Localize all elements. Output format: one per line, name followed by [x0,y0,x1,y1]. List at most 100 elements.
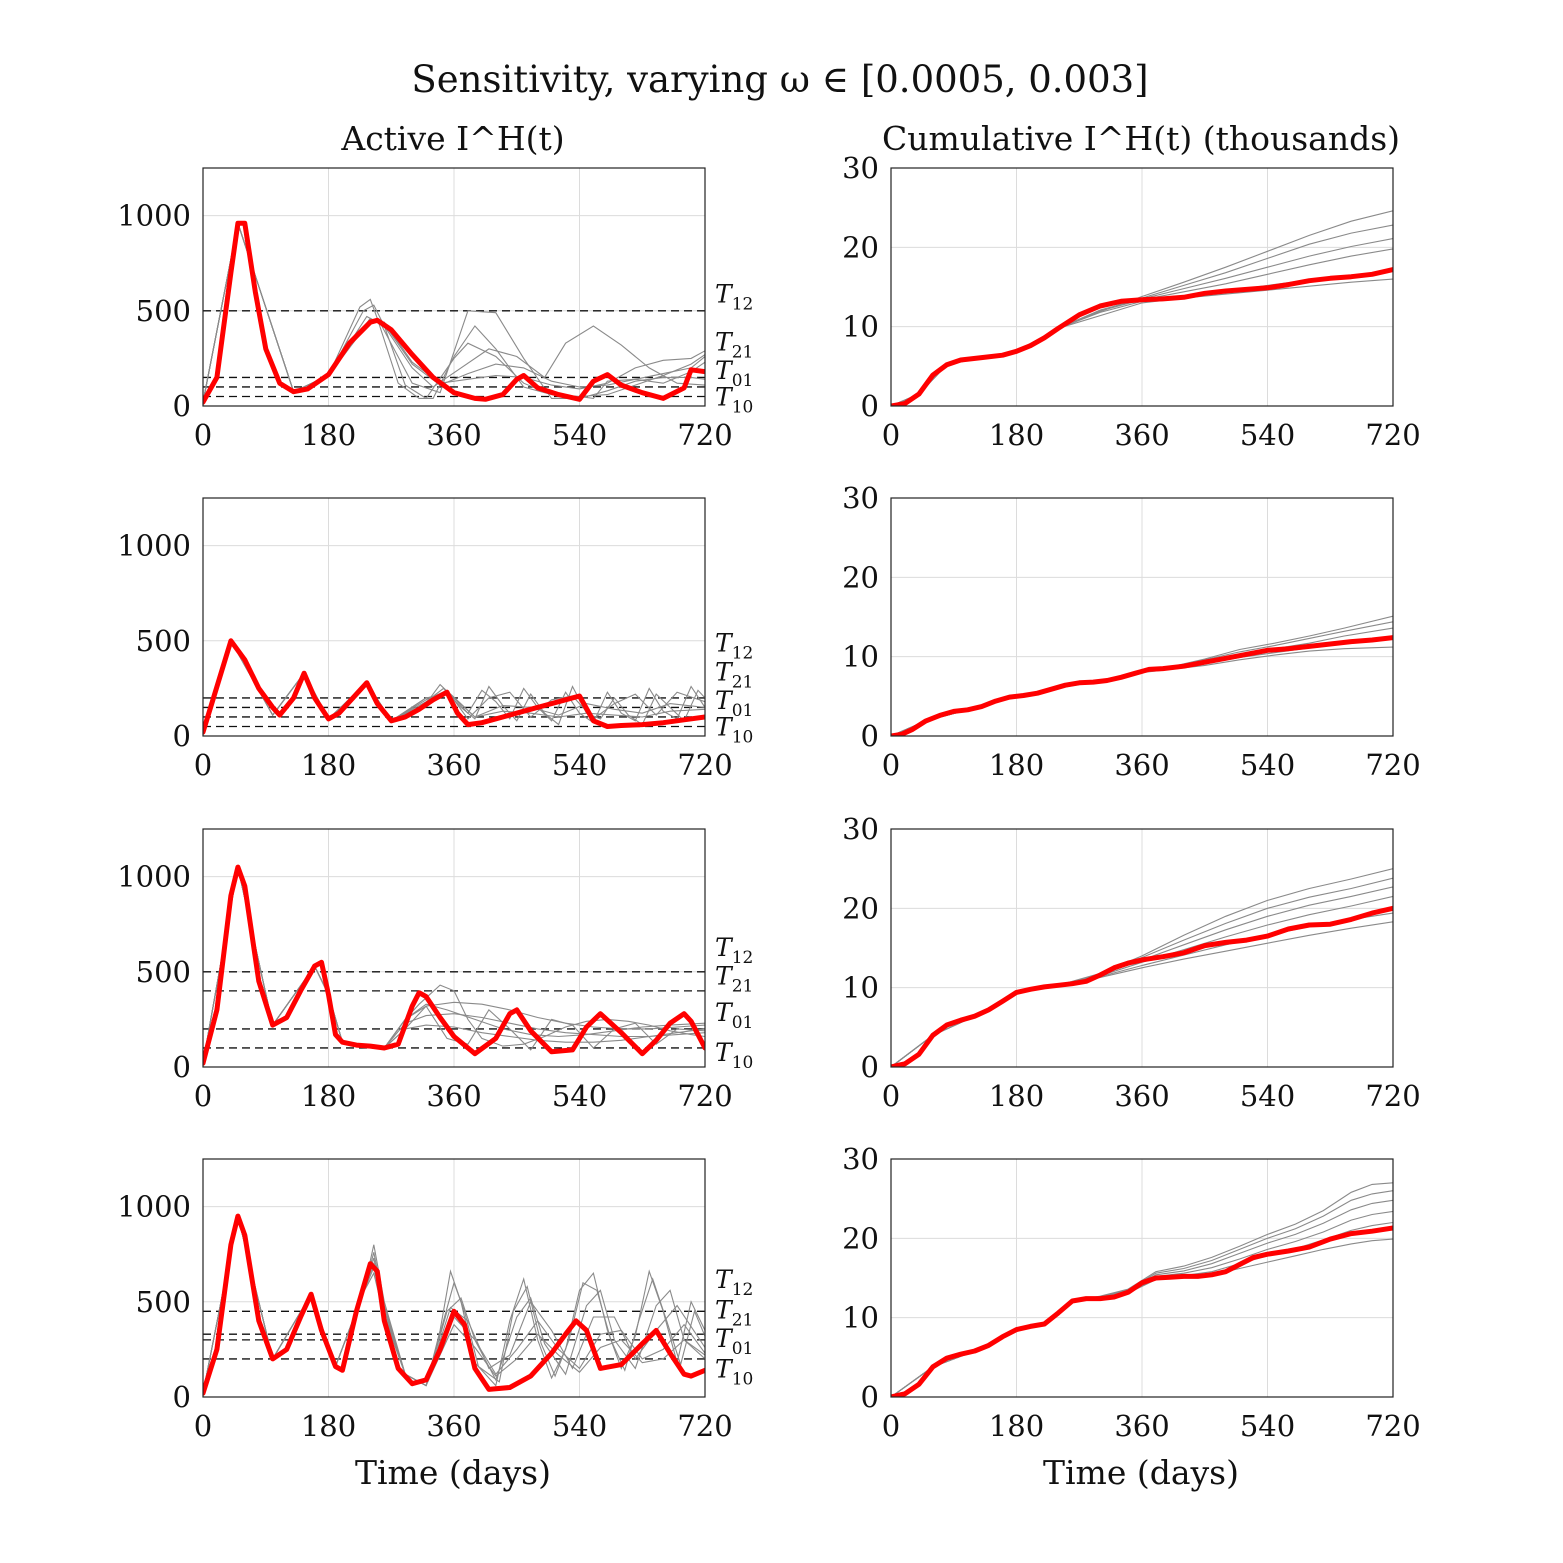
y-tick-label: 500 [136,294,191,328]
y-tick-label: 500 [136,1285,191,1319]
threshold-label-T10: T10 [715,1354,753,1389]
x-tick-label: 540 [1240,1409,1295,1443]
y-tick-label: 30 [842,151,879,185]
y-tick-label: 10 [842,310,879,344]
column-title-cumulative: Cumulative I^H(t) (thousands) [882,119,1400,158]
x-tick-label: 540 [552,1409,607,1443]
axes-frame [890,828,1394,1068]
baseline-series-line [891,905,1393,1067]
baseline-series-line [891,267,1393,406]
x-tick-label: 0 [194,418,212,452]
axes-frame [202,1158,706,1398]
y-tick-label: 1000 [117,1190,191,1224]
y-tick-label: 20 [842,891,879,925]
x-tick-label: 540 [552,1079,607,1113]
panel-cumulative-row-2: 0 180 360 540 720 0 10 20 30 [842,481,1421,782]
x-tick-label: 0 [194,1079,212,1113]
x-tick-label: 360 [1114,1409,1169,1443]
axes-frame [202,497,706,737]
x-tick-label: 540 [552,418,607,452]
threshold-label-T12: T12 [715,280,753,315]
threshold-label-T10: T10 [715,1038,753,1073]
x-tick-label: 360 [426,1409,481,1443]
axes-frame [202,167,706,407]
y-tick-label: 10 [842,1301,879,1335]
x-axis-label-left: Time (days) [355,1453,551,1492]
y-tick-label: 0 [861,389,879,423]
panel-cumulative-row-1: 0 180 360 540 720 0 10 20 30 [842,151,1421,452]
sweep-series-line [203,866,705,1064]
x-tick-label: 180 [989,418,1044,452]
y-tick-label: 30 [842,481,879,515]
y-tick-label: 30 [842,1142,879,1176]
threshold-label-T01: T01 [715,998,753,1033]
y-tick-label: 1000 [117,860,191,894]
y-tick-label: 30 [842,812,879,846]
x-tick-label: 360 [426,1079,481,1113]
y-tick-label: 10 [842,640,879,674]
x-tick-label: 720 [677,418,732,452]
y-tick-label: 0 [173,389,191,423]
x-tick-label: 360 [426,418,481,452]
baseline-series-line [891,1225,1393,1397]
x-tick-label: 720 [1365,418,1420,452]
axes-frame [890,167,1394,407]
x-tick-label: 720 [677,1079,732,1113]
x-tick-label: 0 [882,1079,900,1113]
x-tick-label: 180 [989,748,1044,782]
y-tick-label: 20 [842,230,879,264]
y-tick-label: 0 [173,719,191,753]
baseline-series-line [203,638,705,735]
y-tick-label: 1000 [117,529,191,563]
y-tick-label: 1000 [117,199,191,233]
x-tick-label: 360 [1114,418,1169,452]
x-tick-label: 540 [1240,418,1295,452]
y-tick-label: 20 [842,560,879,594]
y-tick-label: 500 [136,624,191,658]
y-tick-label: 500 [136,955,191,989]
y-tick-label: 20 [842,1221,879,1255]
x-tick-label: 720 [1365,1409,1420,1443]
x-tick-label: 0 [882,418,900,452]
x-tick-label: 0 [194,748,212,782]
x-tick-label: 720 [677,748,732,782]
baseline-series-line [203,864,705,1066]
x-tick-label: 0 [882,1409,900,1443]
x-tick-label: 360 [1114,1079,1169,1113]
baseline-series-line [891,635,1393,736]
x-tick-label: 540 [1240,1079,1295,1113]
x-tick-label: 360 [1114,748,1169,782]
x-tick-label: 720 [1365,1079,1420,1113]
x-tick-label: 360 [426,748,481,782]
x-tick-label: 180 [989,1409,1044,1443]
axes-frame [202,828,706,1068]
y-tick-label: 0 [173,1050,191,1084]
x-tick-label: 540 [1240,748,1295,782]
y-tick-label: 10 [842,971,879,1005]
y-tick-label: 0 [173,1380,191,1414]
x-tick-label: 0 [882,748,900,782]
y-tick-label: 0 [861,1050,879,1084]
x-tick-label: 720 [1365,748,1420,782]
x-tick-label: 180 [301,418,356,452]
axes-frame [890,1158,1394,1398]
panel-cumulative-row-4: 0 180 360 540 720 0 10 20 30 [842,1142,1421,1443]
column-title-active: Active I^H(t) [340,119,564,158]
sweep-series-line [203,221,705,403]
x-tick-label: 0 [194,1409,212,1443]
x-tick-label: 180 [301,748,356,782]
panel-cumulative-row-3: 0 180 360 540 720 0 10 20 30 [842,812,1421,1113]
x-tick-label: 180 [301,1409,356,1443]
x-tick-label: 180 [989,1079,1044,1113]
y-tick-label: 0 [861,719,879,753]
x-tick-label: 180 [301,1079,356,1113]
x-tick-label: 720 [677,1409,732,1443]
baseline-series-line [203,220,705,405]
x-tick-label: 540 [552,748,607,782]
x-axis-label-right: Time (days) [1043,1453,1239,1492]
